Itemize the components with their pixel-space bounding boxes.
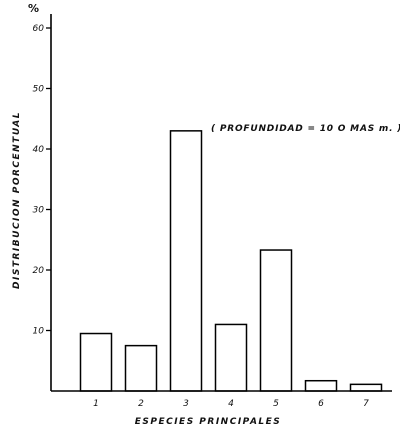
- bar-2: [124, 344, 158, 392]
- bar-5: [259, 249, 293, 392]
- y-tick-label-30: 30: [33, 206, 45, 216]
- x-tick-label-7: 7: [363, 399, 369, 409]
- axes-group: [50, 14, 392, 392]
- y-axis-label: DISTRIBUCION PORCENTUAL: [12, 111, 22, 289]
- bar-6: [304, 379, 338, 392]
- x-tick-label-5: 5: [273, 399, 279, 409]
- bar-3: [169, 130, 203, 392]
- bar-4: [214, 323, 248, 392]
- bar-1: [79, 332, 113, 392]
- y-tick-label-40: 40: [33, 145, 45, 155]
- x-tick-label-2: 2: [138, 399, 144, 409]
- y-unit-label: %: [28, 2, 39, 15]
- y-tick-label-50: 50: [33, 85, 45, 95]
- bar-7: [349, 383, 383, 392]
- x-tick-label-6: 6: [318, 399, 324, 409]
- x-tick-label-4: 4: [228, 399, 234, 409]
- x-tick-label-1: 1: [93, 399, 99, 409]
- y-ticks-group: 10 20 30 40 50 60: [33, 24, 51, 337]
- x-ticks-group: 1 2 3 4 5 6 7: [93, 399, 369, 409]
- chart-annotation: ( PROFUNDIDAD = 10 O MAS m. ): [211, 124, 400, 134]
- bars-group: [79, 130, 383, 392]
- y-tick-label-20: 20: [33, 266, 45, 276]
- y-tick-label-60: 60: [33, 24, 45, 34]
- y-tick-label-10: 10: [33, 327, 45, 337]
- x-axis-label: ESPECIES PRINCIPALES: [135, 417, 282, 427]
- x-tick-label-3: 3: [183, 399, 189, 409]
